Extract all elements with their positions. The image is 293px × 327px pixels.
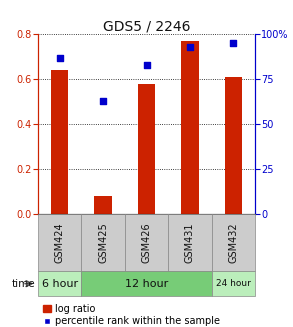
Bar xyxy=(212,271,255,296)
Bar xyxy=(81,214,125,271)
Bar xyxy=(94,196,112,214)
Bar xyxy=(81,271,212,296)
Point xyxy=(188,44,192,49)
Point xyxy=(57,55,62,60)
Bar xyxy=(224,77,242,214)
Text: GSM425: GSM425 xyxy=(98,222,108,263)
Title: GDS5 / 2246: GDS5 / 2246 xyxy=(103,19,190,33)
Text: 12 hour: 12 hour xyxy=(125,279,168,289)
Text: GSM424: GSM424 xyxy=(55,222,65,263)
Bar xyxy=(168,214,212,271)
Bar xyxy=(138,84,155,214)
Text: 24 hour: 24 hour xyxy=(216,279,251,288)
Text: time: time xyxy=(11,279,35,289)
Text: GSM431: GSM431 xyxy=(185,223,195,263)
Bar xyxy=(38,271,81,296)
Text: 6 hour: 6 hour xyxy=(42,279,78,289)
Legend: log ratio, percentile rank within the sample: log ratio, percentile rank within the sa… xyxy=(43,304,220,326)
Bar xyxy=(181,41,199,214)
Bar xyxy=(212,214,255,271)
Point xyxy=(101,98,105,103)
Point xyxy=(144,62,149,67)
Bar xyxy=(38,214,81,271)
Point xyxy=(231,41,236,46)
Text: GSM432: GSM432 xyxy=(228,222,238,263)
Bar xyxy=(51,70,69,214)
Bar xyxy=(125,214,168,271)
Text: GSM426: GSM426 xyxy=(142,222,151,263)
